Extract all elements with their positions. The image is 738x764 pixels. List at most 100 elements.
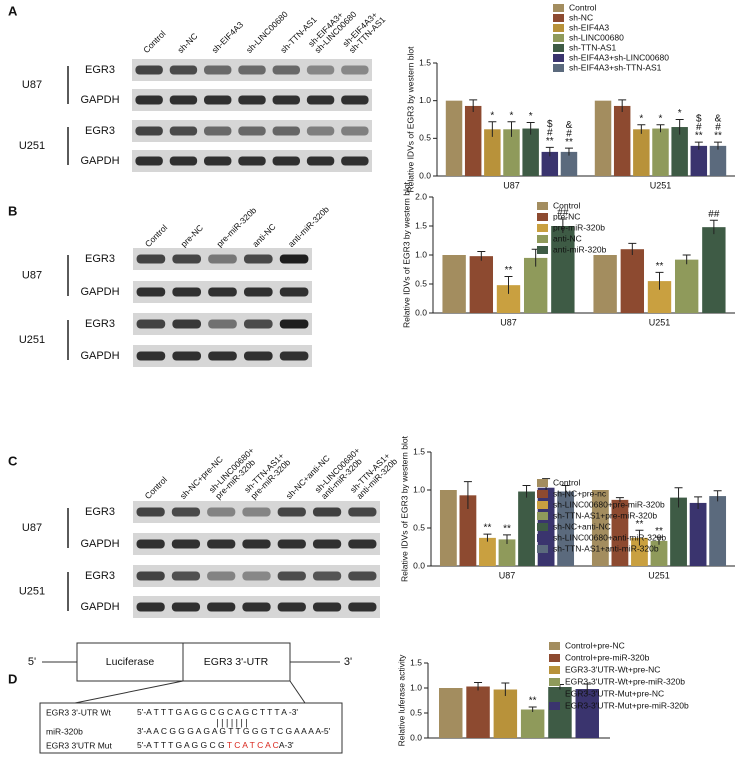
significance-label: #: [566, 128, 572, 139]
legend-label: sh-EIF4A3+sh-TTN-AS1: [569, 62, 662, 72]
band: [279, 254, 309, 264]
band: [341, 65, 369, 75]
legend-swatch: [537, 224, 548, 232]
y-tick-label: 1.0: [413, 484, 425, 494]
zoom-line: [289, 680, 306, 704]
legend-label: anti-miR-320b: [553, 244, 607, 254]
bar: [709, 145, 727, 176]
legend-swatch: [537, 501, 548, 509]
panel-label: B: [8, 203, 17, 218]
error-bar: [504, 275, 513, 294]
sequence-label: EGR3 3'UTR Mut: [46, 740, 112, 750]
band: [136, 602, 165, 612]
band: [207, 571, 236, 581]
legend-label: Control: [569, 2, 597, 12]
error-bar: [694, 496, 703, 509]
cell-line-label: U87: [22, 79, 42, 91]
bar: [484, 129, 501, 176]
band: [341, 156, 369, 166]
bar: [518, 491, 535, 566]
significance-label: *: [510, 110, 514, 121]
error-bar: [488, 121, 497, 137]
row-label: EGR3: [85, 506, 115, 518]
band: [272, 95, 300, 105]
row-label: GAPDH: [80, 286, 119, 298]
row-label: GAPDH: [80, 94, 119, 106]
bar: [594, 100, 612, 176]
error-bar: [694, 141, 703, 150]
legend-label: sh-LINC00680: [569, 32, 624, 42]
y-tick-label: 0.5: [413, 522, 425, 532]
band: [242, 602, 271, 612]
band: [208, 351, 237, 361]
significance-label: **: [714, 131, 722, 142]
legend-swatch: [537, 235, 548, 243]
band: [243, 319, 273, 329]
legend-swatch: [553, 44, 564, 52]
y-tick-label: 1.0: [415, 249, 427, 259]
significance-label: #: [696, 122, 702, 133]
band: [136, 571, 165, 581]
y-tick-label: 1.5: [410, 657, 422, 667]
bar: [445, 100, 463, 176]
significance-label: **: [695, 131, 703, 142]
error-bar: [503, 534, 511, 544]
bar: [593, 255, 617, 313]
error-bar: [528, 706, 537, 712]
luciferase-construct: 5' 3' Luciferase EGR3 3'-UTR | | | | | |…: [28, 642, 352, 754]
significance-label: *: [639, 113, 643, 124]
significance-label: **: [655, 526, 663, 537]
significance-label: #: [715, 122, 721, 133]
pairing: | | | | | | |: [216, 717, 247, 727]
band: [208, 254, 237, 264]
band: [204, 156, 232, 166]
bar: [611, 499, 629, 566]
row-label: EGR3: [85, 570, 115, 582]
significance-label: *: [678, 108, 682, 119]
significance-label: ##: [557, 208, 569, 219]
band: [272, 126, 300, 136]
legend-label: sh-NC: [569, 12, 593, 22]
bar: [671, 127, 688, 176]
bar: [613, 105, 631, 176]
band: [306, 65, 335, 75]
legend-swatch: [553, 4, 564, 12]
error-bar: [564, 147, 573, 156]
band: [136, 539, 165, 549]
row-label: EGR3: [85, 318, 115, 330]
bar: [674, 259, 699, 313]
band: [171, 507, 201, 517]
y-axis-label: Relative IDVs of EGR3 by western blot: [399, 435, 409, 582]
legend-label: Control: [553, 477, 581, 487]
significance-label: **: [529, 696, 537, 707]
legend-swatch: [553, 34, 564, 42]
band: [204, 126, 232, 136]
significance-label: $: [696, 114, 702, 125]
legend-label: anti-NC: [553, 233, 582, 243]
band: [306, 126, 335, 136]
panel-label: A: [8, 3, 18, 18]
sequence-box: [39, 702, 343, 754]
band: [243, 287, 273, 297]
legend-label: EGR3-3'UTR-Wt+pre-miR-320b: [565, 676, 685, 686]
error-bar: [628, 242, 637, 255]
y-tick-label: 1.5: [415, 220, 427, 230]
y-tick-label: 0.0: [419, 170, 431, 180]
bar: [498, 539, 516, 566]
row-label: GAPDH: [80, 538, 119, 550]
legend-label: EGR3-3'UTR-Mut+pre-NC: [565, 688, 664, 698]
band: [136, 507, 165, 517]
band: [348, 602, 377, 612]
bar: [439, 490, 457, 566]
significance-label: **: [656, 261, 664, 272]
band: [243, 351, 273, 361]
sequence: 5'-A T T T G A G G C G T C A T C A CA-3': [137, 740, 294, 750]
bar: [631, 537, 648, 566]
band: [136, 351, 166, 361]
band: [341, 95, 369, 105]
sequence-part: 3'-A A C G G G A G A G T T G G G T C G A…: [137, 726, 331, 736]
blot-strip: [133, 565, 380, 587]
significance-label: **: [484, 523, 492, 534]
legend-label: sh-TTN-AS1+pre-miR-320b: [553, 510, 657, 520]
band: [242, 507, 271, 517]
